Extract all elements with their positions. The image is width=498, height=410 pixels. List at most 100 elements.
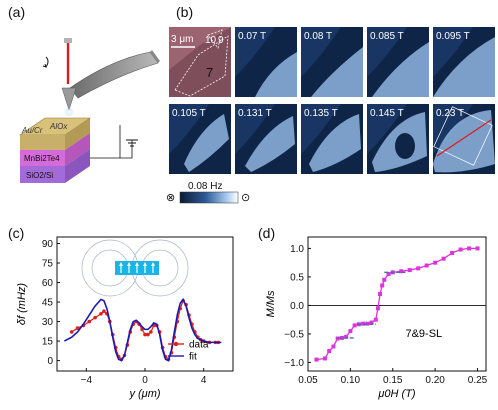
mfm-frame-field-label: 0.131 T (238, 108, 272, 119)
mfm-frame-bright-domain (245, 116, 295, 172)
data-point (424, 263, 429, 268)
magnetization-curve (316, 247, 478, 361)
data-point (322, 356, 327, 361)
mfm-frame-field-label: 0.085 T (370, 31, 404, 42)
mfm-frame-dark-domain (367, 27, 407, 77)
plot-frame (307, 236, 487, 372)
data-point (69, 330, 74, 334)
series-line-fit (63, 297, 222, 362)
data-point (399, 269, 404, 274)
mfm-frame: 0.08 T (301, 27, 363, 97)
topography-region-7 (169, 27, 231, 97)
mfm-frame-field-label: 0.135 T (304, 108, 338, 119)
mfm-frame-field-label: 0.07 T (238, 31, 266, 42)
scale-bar-label: 3 μm (171, 34, 193, 45)
y-tick-label: 1.0 (290, 244, 304, 255)
tip-glow (64, 107, 74, 117)
legend-label: data (189, 340, 209, 351)
data-point (327, 349, 332, 354)
mfm-frame-field-label: 0.105 T (172, 108, 206, 119)
region-label-7: 7 (206, 65, 213, 80)
mfm-frame: 0.131 T (235, 104, 297, 174)
data-point (93, 315, 97, 320)
x-tick-label: 0.10 (341, 375, 361, 386)
x-tick-label: 0 (142, 375, 148, 386)
mfm-frame: 0.085 T (367, 27, 429, 97)
data-point (378, 292, 383, 297)
data-point (416, 266, 421, 271)
y-axis-label: δf (mHz) (16, 283, 28, 325)
data-point (344, 334, 349, 339)
sio2-layer (20, 166, 65, 183)
inset-moment-arrowhead (119, 262, 123, 266)
ground-wire (85, 125, 133, 159)
laser-source (64, 38, 72, 43)
data-point (433, 260, 438, 265)
y-tick-label: 90 (42, 239, 54, 250)
data-point (450, 250, 455, 255)
aucr-layer (20, 135, 65, 150)
mfm-frame-bright-domain (311, 47, 363, 97)
chart-d: 0.05 0.10 0.15 0.20 0.25 −1.0 −0.5 0.0 0.5 1.0 μ0H… (265, 236, 488, 400)
panel-label-d: (d) (258, 225, 275, 241)
layer-label-alox: AlOx (49, 122, 68, 131)
y-tick-label: 75 (42, 259, 54, 270)
data-point (348, 329, 353, 334)
data-point (75, 326, 80, 330)
oscillation-arrowhead (42, 63, 47, 68)
plot-frame (56, 236, 234, 372)
mfm-frame: 0.095 T (433, 27, 495, 97)
region-label-10: 10 (205, 35, 217, 46)
mfm-frame-dark-domain (301, 104, 341, 154)
colorbar (179, 191, 239, 204)
aucr-side (65, 118, 90, 150)
mfm-frame-field-label: 0.145 T (370, 108, 404, 119)
x-axis-label: μ0H (T) (377, 388, 416, 400)
data-point (361, 321, 366, 326)
y-tick-label: 15 (42, 337, 54, 348)
y-tick-label: 30 (42, 317, 54, 328)
x-axis-label: y (μm) (128, 388, 160, 400)
x-tick-label: 0.05 (298, 375, 318, 386)
mfm-frame-hole (395, 133, 415, 159)
cantilever-end (150, 50, 160, 63)
data-point (373, 317, 378, 322)
data-point (380, 283, 385, 288)
mfm-linecut (436, 119, 492, 157)
x-tick-label: 0.20 (425, 375, 445, 386)
mnbitete-layer (20, 150, 65, 166)
mfm-frame-bright-domain (309, 114, 361, 172)
layer-label-mnbitete: MnBi2Te4 (24, 154, 60, 163)
mnbitete-side (65, 133, 90, 166)
data-point (331, 344, 336, 349)
mfm-frame-field-label: 0.23 T (436, 108, 464, 119)
mfm-frame-dark-domain (433, 27, 473, 77)
sio2-side (65, 149, 90, 183)
cantilever (69, 51, 159, 99)
mfm-frame: 0.07 T (235, 27, 297, 97)
mfm-frame-dark-domain (235, 27, 275, 77)
data-point (475, 246, 480, 251)
oscillation-arrow (45, 56, 49, 68)
y-tick-label: 0 (47, 356, 53, 367)
data-point (375, 306, 380, 311)
data-point (102, 309, 106, 313)
data-point (382, 277, 387, 282)
legend-marker (173, 341, 179, 347)
legend-label: fit (189, 352, 197, 363)
mfm-frame-field-label: 0.08 T (304, 31, 332, 42)
data-point (149, 330, 153, 334)
data-point (99, 311, 103, 316)
y-tick-label: −0.5 (284, 329, 304, 340)
sample-annotation: 7&9-SL (405, 328, 442, 340)
panel-label-b: (b) (176, 4, 193, 20)
inset-moment-arrowhead (151, 262, 155, 266)
data-point (467, 246, 472, 251)
y-tick-label: 0.5 (290, 272, 304, 283)
data-point (146, 332, 150, 337)
data-point (87, 319, 92, 324)
mfm-frame-dark-domain (169, 104, 209, 154)
region-label-9: 9 (218, 35, 224, 46)
panel-label-a: (a) (8, 4, 25, 20)
data-point (314, 357, 319, 362)
